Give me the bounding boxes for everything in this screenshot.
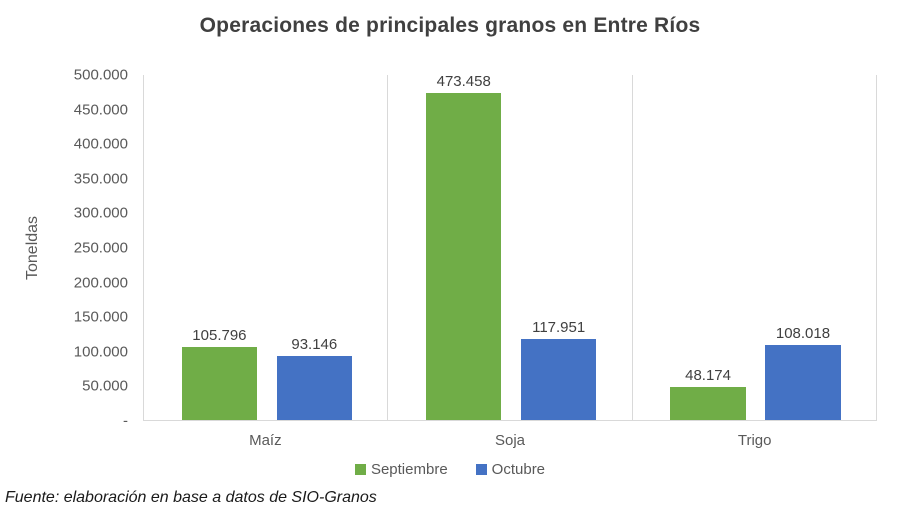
y-tick-label: 350.000: [73, 170, 128, 188]
bar-septiembre-1: 473.458: [426, 73, 502, 420]
category-label-1: Soja: [494, 432, 526, 449]
bar-octubre-0: 93.146: [276, 336, 353, 420]
bar-value-label: 93.146: [291, 335, 338, 353]
bar-septiembre-2: 48.174: [670, 367, 746, 420]
y-tick-label: 50.000: [82, 377, 128, 395]
legend-swatch-octubre: [475, 463, 487, 475]
legend-label-septiembre: Septiembre: [370, 460, 448, 478]
y-tick-label: 500.000: [73, 66, 128, 84]
category-label-2: Trigo: [737, 432, 772, 449]
bar-value-label: 48.174: [685, 366, 732, 384]
category-panel-0: 105.796 93.146: [143, 75, 387, 420]
legend-item-septiembre: Septiembre: [354, 460, 448, 478]
y-axis-ticks: 500.000 450.000 400.000 350.000 300.000 250.0…: [0, 67, 128, 430]
y-tick-label: -: [123, 412, 128, 430]
y-tick-label: 250.000: [73, 239, 128, 257]
bar-septiembre-0: 105.796: [181, 327, 258, 420]
category-panel-1: 473.458 117.951: [387, 73, 631, 420]
legend-swatch-septiembre: [354, 463, 366, 475]
legend: Septiembre Octubre: [0, 458, 900, 480]
y-tick-label: 100.000: [73, 343, 128, 361]
bar-value-label: 117.951: [532, 318, 586, 336]
y-tick-label: 450.000: [73, 101, 128, 119]
source-note: Fuente: elaboración en base a datos de S…: [5, 489, 377, 506]
legend-label-octubre: Octubre: [491, 460, 546, 478]
category-label-0: Maíz: [249, 432, 282, 449]
bar-value-label: 108.018: [775, 325, 831, 343]
bar-value-label: 105.796: [192, 327, 247, 345]
chart-title: Operaciones de principales granos en Ent…: [199, 14, 701, 37]
y-tick-label: 300.000: [73, 204, 128, 222]
legend-item-octubre: Octubre: [475, 460, 546, 478]
bar-value-label: 473.458: [436, 73, 491, 91]
y-tick-label: 200.000: [73, 274, 128, 292]
category-panel-2: 48.174 108.018: [631, 75, 876, 420]
x-axis-labels: Maíz Soja Trigo: [143, 421, 877, 451]
y-tick-label: 150.000: [73, 308, 128, 326]
bar-octubre-1: 117.951: [520, 319, 597, 420]
plot-area: 105.796 93.146 473.458 117.951 48.174 108.018: [143, 73, 877, 421]
bar-octubre-2: 108.018: [765, 325, 841, 420]
y-tick-label: 400.000: [73, 135, 128, 153]
